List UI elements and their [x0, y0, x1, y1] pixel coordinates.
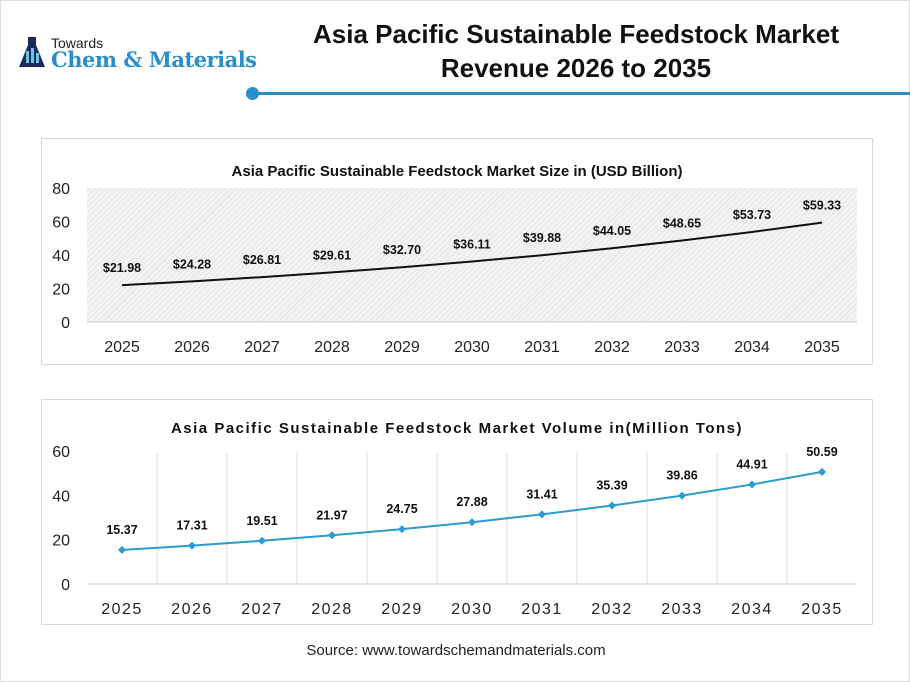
data-point	[398, 525, 406, 534]
x-tick-label: 2027	[244, 339, 280, 356]
x-tick-label: 2029	[384, 339, 420, 356]
data-label: 27.88	[456, 495, 487, 509]
volume-chart: Asia Pacific Sustainable Feedstock Marke…	[52, 420, 857, 618]
y-tick-label: 0	[61, 577, 70, 594]
source-note: Source: www.towardschemandmaterials.com	[306, 642, 606, 659]
data-point	[818, 467, 826, 476]
data-label: 17.31	[176, 519, 207, 533]
data-label: 50.59	[806, 445, 837, 459]
data-label: $44.05	[593, 224, 631, 238]
title-line-2: Revenue 2026 to 2035	[440, 53, 712, 83]
x-tick-label: 2032	[591, 601, 633, 618]
data-label: $29.61	[313, 248, 351, 262]
data-label: 35.39	[596, 479, 627, 493]
x-tick-label: 2034	[734, 339, 770, 356]
y-tick-label: 80	[52, 181, 70, 198]
series-line	[121, 221, 823, 287]
x-tick-label: 2030	[451, 601, 493, 618]
data-point	[118, 545, 126, 554]
brand-main: Chem & Materials	[51, 47, 257, 72]
x-tick-label: 2033	[664, 339, 700, 356]
data-point	[678, 491, 686, 500]
x-tick-label: 2031	[521, 601, 563, 618]
data-label: $48.65	[663, 217, 701, 231]
x-tick-label: 2026	[174, 339, 210, 356]
data-label: 39.86	[666, 469, 697, 483]
data-point	[188, 541, 196, 550]
data-label: $26.81	[243, 253, 281, 267]
data-point	[538, 510, 546, 519]
y-tick-label: 40	[52, 248, 70, 265]
y-tick-label: 0	[61, 315, 70, 332]
x-tick-label: 2032	[594, 339, 630, 356]
x-tick-label: 2027	[241, 601, 283, 618]
data-label: 21.97	[316, 508, 347, 522]
data-point	[328, 531, 336, 540]
chart-panel-volume: Asia Pacific Sustainable Feedstock Marke…	[41, 399, 873, 625]
y-tick-label: 20	[52, 533, 70, 550]
x-tick-label: 2025	[101, 601, 143, 618]
data-label: $39.88	[523, 231, 561, 245]
data-point	[258, 536, 266, 545]
data-label: $59.33	[803, 199, 841, 213]
data-label: $21.98	[103, 261, 141, 275]
data-label: 15.37	[106, 523, 137, 537]
y-tick-label: 60	[52, 444, 70, 461]
market-size-chart: Asia Pacific Sustainable Feedstock Marke…	[52, 163, 857, 356]
data-label: 24.75	[386, 502, 417, 516]
x-tick-label: 2026	[171, 601, 213, 618]
data-label: 44.91	[736, 457, 767, 471]
x-tick-label: 2033	[661, 601, 703, 618]
y-tick-label: 20	[52, 282, 70, 299]
title-line-1: Asia Pacific Sustainable Feedstock Marke…	[313, 19, 839, 49]
flask-icon	[19, 37, 45, 67]
brand-top: Towards	[51, 35, 104, 51]
x-tick-label: 2028	[311, 601, 353, 618]
data-label: 19.51	[246, 514, 277, 528]
chart-panel-market-size: Asia Pacific Sustainable Feedstock Marke…	[41, 138, 873, 365]
x-tick-label: 2030	[454, 339, 490, 356]
x-tick-label: 2028	[314, 339, 350, 356]
x-tick-label: 2029	[381, 601, 423, 618]
data-label: $36.11	[453, 238, 491, 252]
data-point	[608, 501, 616, 510]
x-tick-label: 2025	[104, 339, 140, 356]
chart-title: Asia Pacific Sustainable Feedstock Marke…	[171, 420, 743, 437]
page-title: Asia Pacific Sustainable Feedstock Marke…	[261, 17, 891, 85]
data-point	[468, 518, 476, 527]
x-tick-label: 2035	[804, 339, 840, 356]
y-tick-label: 60	[52, 215, 70, 232]
title-divider-dot	[246, 87, 259, 100]
plot-area	[87, 188, 857, 322]
title-divider	[251, 92, 910, 95]
x-tick-label: 2034	[731, 601, 773, 618]
x-tick-label: 2035	[801, 601, 843, 618]
chart-title: Asia Pacific Sustainable Feedstock Marke…	[232, 163, 683, 180]
data-point	[748, 480, 756, 489]
y-tick-label: 40	[52, 488, 70, 505]
data-label: $53.73	[733, 208, 771, 222]
data-label: $24.28	[173, 257, 211, 271]
x-tick-label: 2031	[524, 339, 560, 356]
data-label: 31.41	[526, 487, 557, 501]
data-label: $32.70	[383, 243, 421, 257]
